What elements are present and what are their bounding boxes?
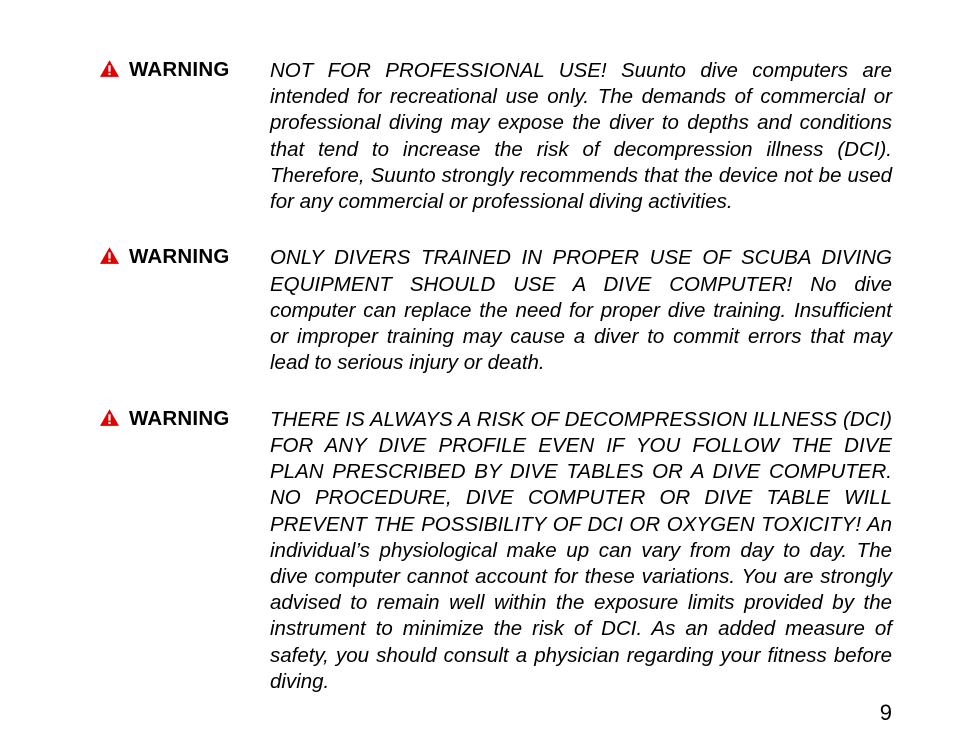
page: WARNING NOT FOR PROFESSIONAL USE! Suunto… [0,0,954,756]
warning-body: THERE IS ALWAYS A RISK OF DECOMPRESSION … [270,407,892,696]
warning-label: WARNING [129,407,229,431]
warning-label-column: WARNING [100,245,270,269]
warning-block: WARNING NOT FOR PROFESSIONAL USE! Suunto… [100,58,892,215]
warning-label-column: WARNING [100,58,270,82]
warning-block: WARNING ONLY DIVERS TRAINED IN PROPER US… [100,245,892,376]
warning-label: WARNING [129,58,229,82]
warning-triangle-icon [100,409,119,426]
warning-label-column: WARNING [100,407,270,431]
warning-block: WARNING THERE IS ALWAYS A RISK OF DECOMP… [100,407,892,696]
warning-body: NOT FOR PROFESSIONAL USE! Suunto dive co… [270,58,892,215]
page-number: 9 [880,700,892,726]
warning-triangle-icon [100,60,119,77]
warning-label: WARNING [129,245,229,269]
warning-triangle-icon [100,247,119,264]
warning-body: ONLY DIVERS TRAINED IN PROPER USE OF SCU… [270,245,892,376]
